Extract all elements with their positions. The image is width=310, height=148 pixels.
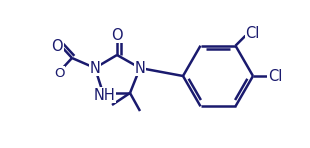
Text: Cl: Cl [245,26,260,41]
Text: O: O [54,66,64,79]
Text: O: O [51,38,63,53]
Text: O: O [111,28,123,42]
Text: N: N [90,61,100,75]
Text: Cl: Cl [268,69,282,83]
Text: NH: NH [93,87,115,103]
Text: N: N [135,61,145,75]
